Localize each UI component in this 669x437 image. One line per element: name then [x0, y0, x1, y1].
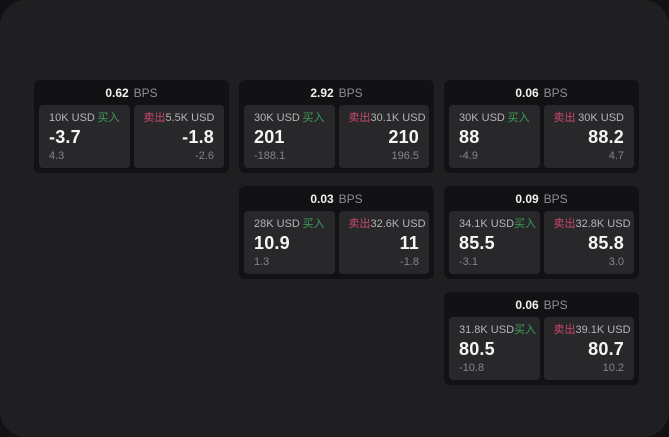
spread-header: 0.06 BPS [444, 292, 639, 317]
buy-price: -3.7 [49, 127, 81, 148]
sell-amount: 39.1K USD [575, 324, 631, 336]
sell-sub-value: 3.0 [608, 255, 624, 268]
sell-price: 88.2 [588, 127, 624, 148]
sell-quote-tile[interactable]: 卖出 30K USD 88.2 4.7 [543, 105, 634, 168]
sell-side-label: 卖出 [348, 112, 371, 124]
sell-amount: 32.6K USD [370, 218, 426, 230]
buy-quote-tile[interactable]: 28K USD 买入 10.9 1.3 [244, 211, 335, 274]
buy-sub-value: -3.1 [459, 255, 478, 268]
bps-unit-label: BPS [338, 85, 363, 100]
buy-amount: 30K USD [459, 112, 505, 124]
buy-sub-value: 4.3 [49, 149, 65, 162]
quote-panels: 30K USD 买入 201 -188.1 卖出 30.1K USD 210 1… [239, 105, 434, 173]
spread-value: 0.06 [515, 297, 539, 312]
buy-amount: 10K USD [49, 112, 95, 124]
quote-panels: 10K USD 买入 -3.7 4.3 卖出 5.5K USD -1.8 -2.… [34, 105, 229, 173]
sell-price: 210 [388, 127, 419, 148]
sell-quote-tile[interactable]: 卖出 39.1K USD 80.7 10.2 [543, 317, 634, 380]
sell-side-label: 卖出 [348, 218, 371, 230]
sell-quote-tile[interactable]: 卖出 30.1K USD 210 196.5 [338, 105, 429, 168]
buy-amount: 28K USD [254, 218, 300, 230]
sell-price: 85.8 [588, 233, 624, 254]
spread-header: 0.09 BPS [444, 186, 639, 211]
buy-amount: 31.8K USD [459, 324, 515, 336]
buy-sub-value: -188.1 [254, 149, 286, 162]
spread-value: 0.09 [515, 191, 539, 206]
spread-header: 2.92 BPS [239, 80, 434, 105]
spread-header: 0.62 BPS [34, 80, 229, 105]
buy-sub-value: 1.3 [254, 255, 270, 268]
quote-card: 0.09 BPS 34.1K USD 买入 85.5 -3.1 卖出 32.8K… [444, 186, 639, 279]
sell-price: 80.7 [588, 339, 624, 360]
sell-amount: 30K USD [578, 112, 624, 124]
bps-unit-label: BPS [543, 85, 568, 100]
spread-header: 0.03 BPS [239, 186, 434, 211]
quote-panels: 34.1K USD 买入 85.5 -3.1 卖出 32.8K USD 85.8… [444, 211, 639, 279]
buy-side-label: 买入 [302, 112, 325, 124]
buy-side-label: 买入 [507, 112, 530, 124]
sell-sub-value: -1.8 [400, 255, 419, 268]
bps-unit-label: BPS [543, 191, 568, 206]
buy-sub-value: -10.8 [459, 361, 485, 374]
buy-side-label: 买入 [514, 324, 537, 336]
quote-card: 0.62 BPS 10K USD 买入 -3.7 4.3 卖出 5.5K USD [34, 80, 229, 173]
buy-side-label: 买入 [97, 112, 120, 124]
quote-card: 0.06 BPS 31.8K USD 买入 80.5 -10.8 卖出 39.1… [444, 292, 639, 385]
sell-quote-tile[interactable]: 卖出 32.6K USD 11 -1.8 [338, 211, 429, 274]
sell-price: -1.8 [182, 127, 214, 148]
quote-card: 0.06 BPS 30K USD 买入 88 -4.9 卖出 30K USD [444, 80, 639, 173]
sell-sub-value: 10.2 [602, 361, 624, 374]
sell-side-label: 卖出 [143, 112, 166, 124]
spread-value: 0.62 [105, 85, 129, 100]
sell-sub-value: -2.6 [195, 149, 214, 162]
buy-side-label: 买入 [514, 218, 537, 230]
bps-unit-label: BPS [338, 191, 363, 206]
sell-sub-value: 4.7 [608, 149, 624, 162]
buy-quote-tile[interactable]: 10K USD 买入 -3.7 4.3 [39, 105, 130, 168]
sell-amount: 5.5K USD [165, 112, 215, 124]
buy-sub-value: -4.9 [459, 149, 478, 162]
sell-side-label: 卖出 [553, 112, 576, 124]
buy-price: 201 [254, 127, 285, 148]
quote-card: 0.03 BPS 28K USD 买入 10.9 1.3 卖出 32.6K US… [239, 186, 434, 279]
buy-quote-tile[interactable]: 30K USD 买入 201 -188.1 [244, 105, 335, 168]
spread-value: 2.92 [310, 85, 334, 100]
spread-header: 0.06 BPS [444, 80, 639, 105]
buy-quote-tile[interactable]: 31.8K USD 买入 80.5 -10.8 [449, 317, 540, 380]
quote-card: 2.92 BPS 30K USD 买入 201 -188.1 卖出 30.1K … [239, 80, 434, 173]
buy-price: 10.9 [254, 233, 290, 254]
sell-quote-tile[interactable]: 卖出 32.8K USD 85.8 3.0 [543, 211, 634, 274]
bps-unit-label: BPS [133, 85, 158, 100]
sell-amount: 32.8K USD [575, 218, 631, 230]
sell-side-label: 卖出 [553, 218, 576, 230]
sell-quote-tile[interactable]: 卖出 5.5K USD -1.8 -2.6 [133, 105, 224, 168]
sell-side-label: 卖出 [553, 324, 576, 336]
spread-value: 0.06 [515, 85, 539, 100]
sell-amount: 30.1K USD [370, 112, 426, 124]
buy-price: 85.5 [459, 233, 495, 254]
quote-card-grid: 0.62 BPS 10K USD 买入 -3.7 4.3 卖出 5.5K USD [34, 80, 639, 385]
buy-amount: 34.1K USD [459, 218, 515, 230]
quote-panels: 31.8K USD 买入 80.5 -10.8 卖出 39.1K USD 80.… [444, 317, 639, 385]
quote-panels: 30K USD 买入 88 -4.9 卖出 30K USD 88.2 4.7 [444, 105, 639, 173]
buy-quote-tile[interactable]: 30K USD 买入 88 -4.9 [449, 105, 540, 168]
buy-amount: 30K USD [254, 112, 300, 124]
spread-value: 0.03 [310, 191, 334, 206]
quote-panels: 28K USD 买入 10.9 1.3 卖出 32.6K USD 11 -1.8 [239, 211, 434, 279]
sell-sub-value: 196.5 [391, 149, 419, 162]
buy-quote-tile[interactable]: 34.1K USD 买入 85.5 -3.1 [449, 211, 540, 274]
buy-side-label: 买入 [302, 218, 325, 230]
sell-price: 11 [399, 233, 419, 254]
buy-price: 88 [459, 127, 480, 148]
buy-price: 80.5 [459, 339, 495, 360]
bps-unit-label: BPS [543, 297, 568, 312]
